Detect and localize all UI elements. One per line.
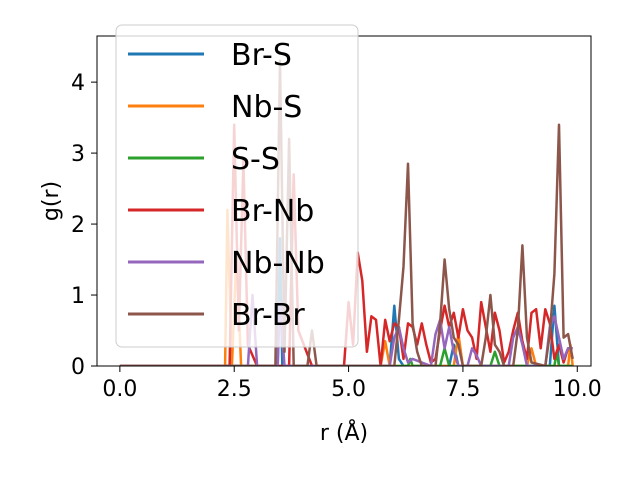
y-tick-label: 3 <box>71 142 85 167</box>
legend-label: Nb-S <box>231 90 302 125</box>
y-axis-label: g(r) <box>39 181 64 221</box>
legend-label: Br-S <box>231 38 292 73</box>
y-tick-label: 4 <box>71 71 85 96</box>
legend: Br-S Nb-S S-S Br-Nb Nb-Nb Br-Br <box>115 24 359 348</box>
x-tick-label: 0.0 <box>102 377 137 402</box>
axes-layer: 0.0 2.5 5.0 7.5 10.0 0 1 2 3 4 <box>71 35 602 402</box>
x-tick-label: 7.5 <box>445 377 480 402</box>
legend-label: Br-Br <box>231 298 305 333</box>
y-tick-label: 0 <box>71 355 85 380</box>
x-tick-label: 2.5 <box>217 377 252 402</box>
legend-label: Br-Nb <box>231 194 314 229</box>
x-tick-label: 10.0 <box>553 377 602 402</box>
legend-label: S-S <box>231 142 280 177</box>
x-tick-label: 5.0 <box>331 377 366 402</box>
legend-label: Nb-Nb <box>231 246 325 281</box>
y-tick-label: 1 <box>71 284 85 309</box>
x-axis-label: r (Å) <box>320 419 368 446</box>
series-line-br-nb <box>119 123 573 366</box>
y-tick-label: 2 <box>71 213 85 238</box>
